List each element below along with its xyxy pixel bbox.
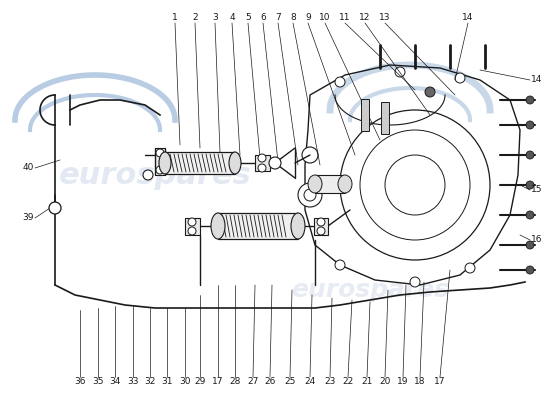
Text: 6: 6 [260,14,266,22]
Text: 29: 29 [194,378,206,386]
Text: 5: 5 [245,14,251,22]
Circle shape [49,202,61,214]
Text: 35: 35 [92,378,104,386]
Bar [165,152,235,174]
Text: 23: 23 [324,378,336,386]
Text: 17: 17 [212,378,224,386]
Circle shape [258,164,266,172]
Text: 18: 18 [414,378,426,386]
Circle shape [465,263,475,273]
Text: 40: 40 [23,164,34,172]
Text: 2: 2 [192,14,198,22]
Text: 8: 8 [290,14,296,22]
Circle shape [143,170,153,180]
Polygon shape [185,218,200,235]
Circle shape [425,87,435,97]
Circle shape [188,227,196,235]
Text: 26: 26 [265,378,276,386]
Circle shape [526,241,534,249]
Ellipse shape [159,152,171,174]
Text: 9: 9 [305,14,311,22]
Bar [361,99,369,131]
Text: 30: 30 [179,378,191,386]
Polygon shape [255,155,270,171]
Bar [315,175,345,193]
Text: 15: 15 [531,186,543,194]
Circle shape [298,183,322,207]
Text: 3: 3 [212,14,218,22]
Circle shape [455,73,465,83]
Circle shape [188,218,196,226]
Text: 31: 31 [161,378,173,386]
Text: 20: 20 [379,378,390,386]
Text: 14: 14 [463,14,474,22]
Text: 1: 1 [172,14,178,22]
Text: 39: 39 [22,214,34,222]
Circle shape [340,110,490,260]
Text: 27: 27 [248,378,258,386]
Circle shape [526,181,534,189]
Ellipse shape [291,213,305,239]
Text: 14: 14 [531,76,543,84]
Text: 36: 36 [74,378,86,386]
Bar [381,102,389,134]
Text: 19: 19 [397,378,409,386]
Polygon shape [155,148,165,175]
Circle shape [395,67,405,77]
Circle shape [526,266,534,274]
Text: 17: 17 [434,378,446,386]
Text: 16: 16 [531,236,543,244]
Circle shape [156,149,164,157]
Circle shape [269,157,281,169]
Circle shape [410,277,420,287]
Text: 13: 13 [379,14,390,22]
Text: 4: 4 [229,14,235,22]
Bar [218,213,298,239]
Text: 7: 7 [275,14,281,22]
Text: 33: 33 [127,378,139,386]
Polygon shape [314,218,328,235]
Circle shape [526,151,534,159]
Circle shape [360,130,470,240]
Circle shape [526,121,534,129]
Circle shape [385,155,445,215]
Text: 24: 24 [304,378,316,386]
Ellipse shape [338,175,352,193]
Text: 12: 12 [359,14,371,22]
Ellipse shape [211,213,225,239]
Ellipse shape [308,175,322,193]
Ellipse shape [229,152,241,174]
Text: 28: 28 [229,378,241,386]
Text: 34: 34 [109,378,120,386]
Circle shape [317,227,325,235]
Circle shape [335,260,345,270]
Circle shape [156,166,164,174]
Circle shape [335,77,345,87]
Circle shape [526,211,534,219]
Circle shape [302,147,318,163]
Text: 22: 22 [342,378,354,386]
Text: 10: 10 [319,14,331,22]
Circle shape [317,218,325,226]
Text: 32: 32 [144,378,156,386]
Text: 11: 11 [339,14,351,22]
Circle shape [304,189,316,201]
Text: 25: 25 [284,378,296,386]
Text: 21: 21 [361,378,373,386]
Circle shape [526,96,534,104]
Text: eurospares: eurospares [59,160,251,190]
Text: eurospares: eurospares [291,278,449,302]
Circle shape [258,154,266,162]
